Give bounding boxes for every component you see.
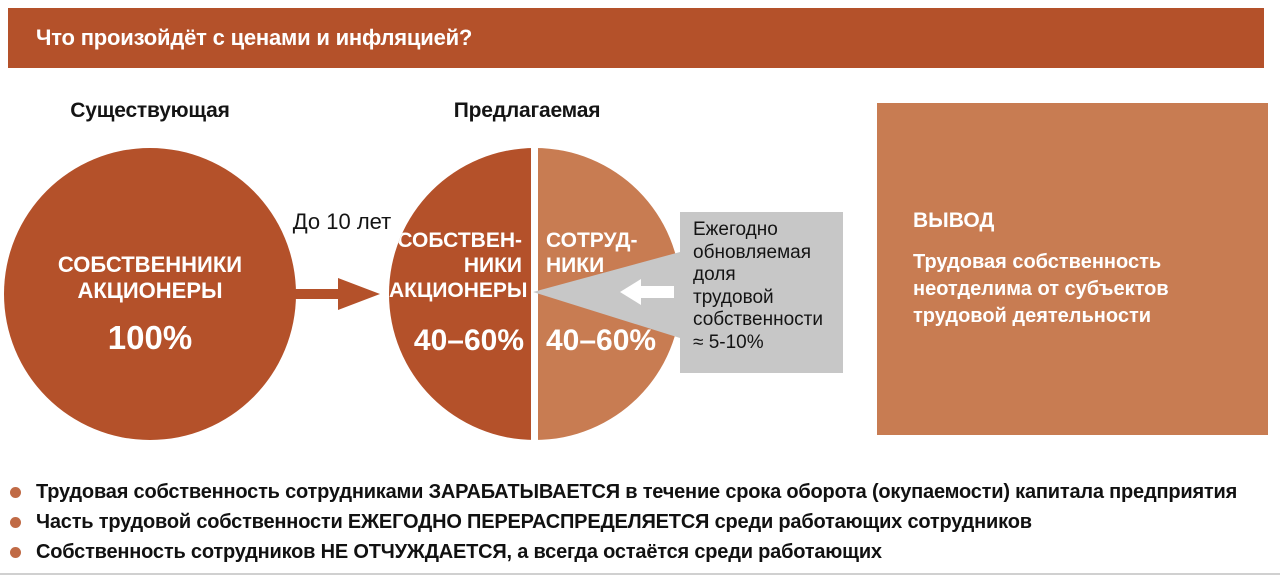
callout-line: трудовой — [693, 286, 774, 308]
page-title: Что произойдёт с ценами и инфляцией? — [36, 25, 473, 50]
wedge-shape — [533, 252, 680, 338]
bullet-dot — [10, 547, 21, 558]
bullet-text: Трудовая собственность сотрудниками ЗАРА… — [36, 481, 1238, 503]
conclusion-box: ВЫВОД Трудовая собственность неотделима … — [877, 103, 1268, 435]
bullet-dot — [10, 517, 21, 528]
transition-label: До 10 лет — [292, 209, 392, 234]
bullet-item: Собственность сотрудников НЕ ОТЧУЖДАЕТСЯ… — [8, 541, 1272, 563]
conclusion-heading: ВЫВОД — [913, 209, 995, 232]
bullet-dot — [10, 487, 21, 498]
slide-bottom-border — [0, 573, 1280, 575]
callout-line: Ежегодно — [693, 219, 778, 240]
right-arrow-icon — [294, 278, 380, 310]
existing-circle-label: СОБСТВЕННИКИ АКЦИОНЕРЫ — [57, 251, 243, 303]
callout-line: обновляемая — [693, 241, 812, 263]
left-arrow-icon — [620, 279, 674, 305]
callout-line: доля — [693, 264, 736, 285]
owners-label: СОБСТВЕН- НИКИ АКЦИОНЕРЫ — [389, 229, 528, 302]
existing-circle: СОБСТВЕННИКИ АКЦИОНЕРЫ 100% — [4, 148, 296, 440]
owners-value: 40–60% — [413, 324, 524, 357]
header-bar: Что произойдёт с ценами и инфляцией? — [8, 8, 1264, 68]
callout-box: Ежегодно обновляемая доля трудовой собст… — [680, 212, 843, 373]
callout-line: собственности — [693, 309, 823, 330]
employees-label: СОТРУД- НИКИ — [546, 229, 638, 277]
bullet-text: Собственность сотрудников НЕ ОТЧУЖДАЕТСЯ… — [36, 541, 882, 563]
bullet-text: Часть трудовой собственности ЕЖЕГОДНО ПЕ… — [36, 511, 1032, 533]
callout-line: ≈ 5-10% — [693, 331, 764, 353]
callout-wedge — [533, 252, 680, 338]
employees-value: 40–60% — [546, 324, 657, 357]
bullet-item: Трудовая собственность сотрудниками ЗАРА… — [8, 481, 1272, 503]
existing-circle-value: 100% — [107, 318, 193, 356]
existing-heading: Существующая — [70, 99, 230, 122]
owners-half — [389, 148, 531, 440]
proposed-heading: Предлагаемая — [453, 99, 601, 122]
conclusion-text: Трудовая собственность неотделима от суб… — [913, 251, 1169, 327]
bullet-item: Часть трудовой собственности ЕЖЕГОДНО ПЕ… — [8, 511, 1272, 533]
bullet-list: Трудовая собственность сотрудниками ЗАРА… — [8, 481, 1272, 571]
